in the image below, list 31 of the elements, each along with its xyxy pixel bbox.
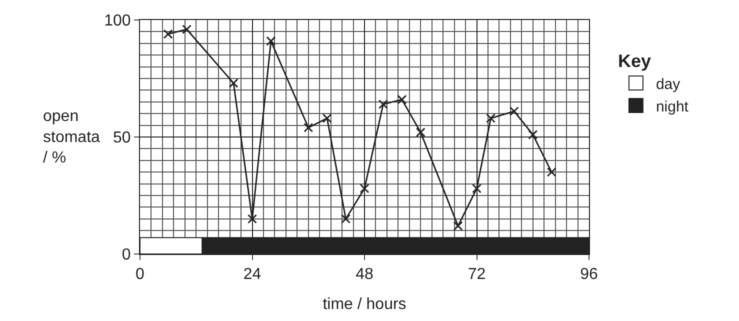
point <box>228 78 238 88</box>
point <box>378 99 388 109</box>
point <box>304 122 314 132</box>
legend-label: night <box>656 98 690 116</box>
point <box>486 114 496 124</box>
x-tick-label: 24 <box>243 266 262 284</box>
point <box>453 221 463 231</box>
point <box>163 29 173 39</box>
x-tick-label: 0 <box>136 266 145 284</box>
point <box>528 130 538 140</box>
legend-label: day <box>656 76 681 93</box>
legend-title: Key <box>618 50 651 71</box>
point <box>322 114 332 124</box>
point <box>182 24 192 34</box>
y-tick-label: 50 <box>113 130 131 147</box>
x-tick-label: 96 <box>580 266 598 284</box>
point <box>472 184 482 194</box>
point <box>341 214 351 224</box>
y-tick-label: 100 <box>104 12 131 30</box>
y-tick-label: 0 <box>122 246 131 264</box>
point <box>360 184 370 194</box>
x-axis-title: time / hours <box>322 296 406 313</box>
point <box>416 128 426 138</box>
x-tick-label: 48 <box>356 266 374 284</box>
point <box>266 36 276 46</box>
point <box>248 214 257 224</box>
y-axis-title: open stomata / % <box>43 108 100 167</box>
point <box>546 167 556 177</box>
point <box>397 94 407 104</box>
x-tick-label: 72 <box>468 266 486 284</box>
point <box>509 106 519 116</box>
